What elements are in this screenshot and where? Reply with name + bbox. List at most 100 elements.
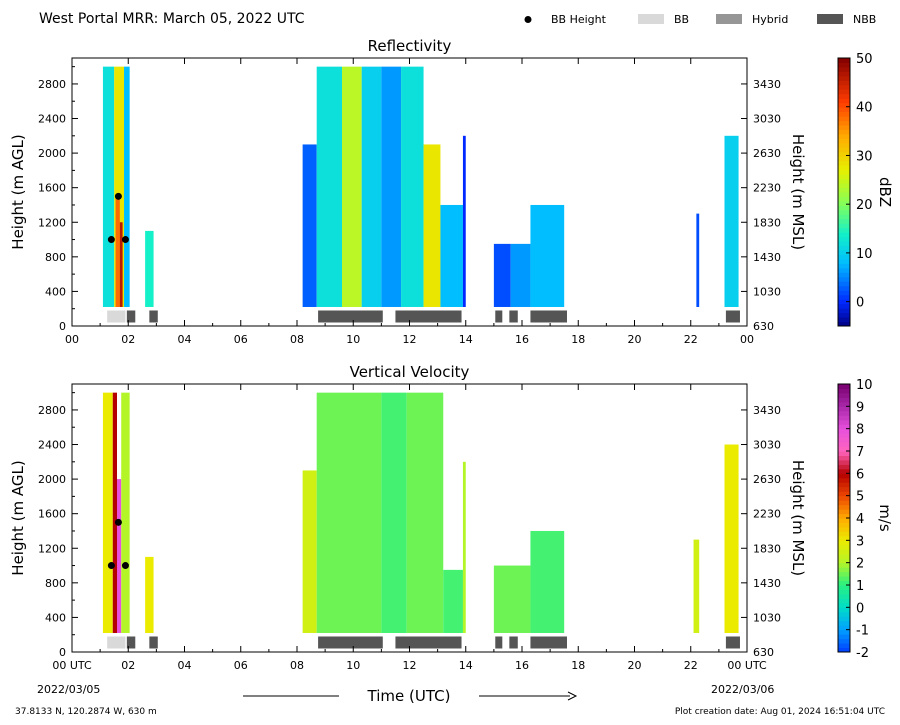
colorbar-strip <box>838 259 850 264</box>
echo-cell <box>102 392 113 633</box>
colorbar-strip <box>838 174 850 180</box>
colorbar-strip <box>838 178 850 184</box>
colorbar-strip <box>838 133 850 139</box>
y-tick-label: 2800 <box>38 404 66 417</box>
y-right-tick-label: 630 <box>753 320 774 333</box>
x-tick-label: 10 <box>346 333 360 346</box>
echo-cell <box>406 392 444 633</box>
y-right-tick-label: 3430 <box>753 78 781 91</box>
y-right-tick-label: 630 <box>753 646 774 659</box>
echo-cell <box>530 530 565 633</box>
y-right-tick-label: 2230 <box>753 182 781 195</box>
echo-cell <box>115 196 120 307</box>
echo-cell <box>342 66 362 307</box>
colorbar-tick-label: 2 <box>856 557 864 572</box>
bb-height-point <box>121 562 129 570</box>
echo-cell <box>462 135 466 307</box>
colorbar-strip <box>838 428 850 434</box>
echo-cell <box>145 230 154 307</box>
colorbar-strip <box>838 66 850 72</box>
colorbar-tick-label: 0 <box>856 296 864 311</box>
echo-cell <box>423 144 441 307</box>
colorbar-strip <box>838 142 850 148</box>
legend-label: NBB <box>853 13 876 26</box>
echo-cell <box>114 66 125 307</box>
legend-item-bb: BB <box>638 13 689 26</box>
bb-height-point <box>107 562 115 570</box>
bb-class-segment <box>395 310 462 323</box>
colorbar-tick-label: -1 <box>856 624 869 639</box>
legend-item-hybrid: Hybrid <box>716 13 788 26</box>
echo-cell <box>462 461 466 633</box>
colorbar-strip <box>838 513 850 519</box>
echo-cell <box>443 569 463 633</box>
echo-cell <box>117 479 122 633</box>
echo-cell <box>302 470 317 633</box>
bb-class-segment <box>149 310 158 323</box>
colorbar-strip <box>838 116 850 122</box>
colorbar-strip <box>838 276 850 282</box>
y-right-tick-label: 1030 <box>753 285 781 298</box>
y-tick-label: 1600 <box>38 508 66 521</box>
x-tick-label: 14 <box>459 333 473 346</box>
legend-swatch <box>638 14 664 24</box>
bb-class-segment <box>725 310 740 323</box>
echo-cell <box>696 213 700 307</box>
colorbar-strip <box>838 535 850 541</box>
colorbar-strip <box>838 437 850 443</box>
legend: BB Height BB Hybrid NBB <box>524 13 876 26</box>
colorbar-strip <box>838 227 850 233</box>
colorbar-strip <box>838 468 850 474</box>
colorbar-strip <box>838 567 850 573</box>
echo-cell <box>302 144 317 307</box>
colorbar-strip <box>838 187 850 193</box>
y-right-tick-label: 1430 <box>753 577 781 590</box>
colorbar-strip <box>838 312 850 318</box>
bb-class-segment <box>495 636 503 649</box>
colorbar-tick-label: 10 <box>856 378 873 393</box>
y-tick-label: 2400 <box>38 113 66 126</box>
x-tick-label: 08 <box>290 333 304 346</box>
x-tick-label: 16 <box>515 659 529 672</box>
legend-item-nbb: NBB <box>817 13 876 26</box>
x-tick-label: 06 <box>234 659 248 672</box>
echo-cell <box>124 66 130 307</box>
colorbar-strip <box>838 281 850 287</box>
colorbar-strip <box>838 80 850 86</box>
y-tick-label: 2000 <box>38 473 66 486</box>
bb-class-segment <box>149 636 158 649</box>
colorbar-strip <box>838 384 850 389</box>
colorbar-strip <box>838 102 850 108</box>
echo-cell <box>693 539 700 633</box>
panel-title: Reflectivity <box>368 37 452 55</box>
colorbar-strip <box>838 183 850 189</box>
colorbar-strip <box>838 446 850 452</box>
colorbar-strip <box>838 638 850 644</box>
colorbar-strip <box>838 272 850 278</box>
bb-class-segment <box>126 636 136 649</box>
colorbar-strip <box>838 491 850 497</box>
echo-cell <box>724 444 739 633</box>
colorbar-strip <box>838 151 850 157</box>
colorbar-strip <box>838 580 850 586</box>
colorbar-strip <box>838 294 850 300</box>
colorbar-strip <box>838 125 850 130</box>
colorbar-strip <box>838 93 850 99</box>
echo-cell <box>316 392 382 633</box>
y-right-tick-label: 2630 <box>753 147 781 160</box>
colorbar-label: m/s <box>876 504 894 532</box>
x-tick-label: 00 <box>65 333 79 346</box>
colorbar-strip <box>838 84 850 90</box>
colorbar-strip <box>838 218 850 224</box>
colorbar-tick-label: 20 <box>856 198 873 213</box>
legend-label: BB <box>674 13 689 26</box>
vertical-velocity-panel: Vertical Velocity04008001200160020002400… <box>9 363 894 672</box>
colorbar-strip <box>838 236 850 242</box>
panel-title: Vertical Velocity <box>350 363 470 381</box>
colorbar-strip <box>838 620 850 626</box>
colorbar-strip <box>838 562 850 568</box>
legend-swatch <box>716 14 742 24</box>
colorbar-label: dBZ <box>876 177 894 207</box>
colorbar-strip <box>838 607 850 613</box>
